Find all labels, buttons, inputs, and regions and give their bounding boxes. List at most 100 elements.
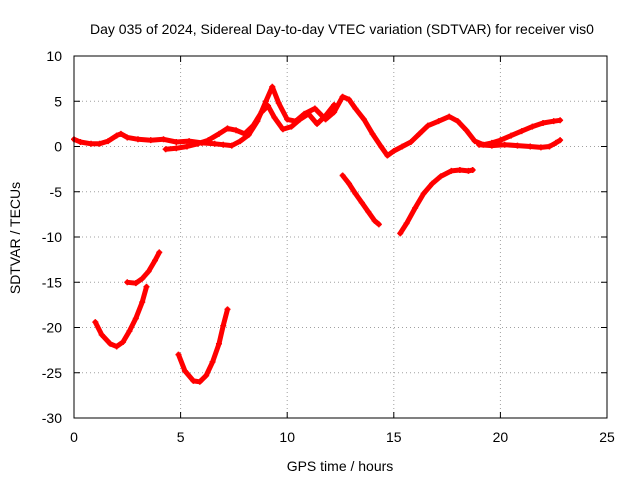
data-point bbox=[322, 112, 329, 119]
data-series bbox=[71, 83, 564, 385]
y-tick-label: -10 bbox=[42, 229, 62, 245]
data-point bbox=[339, 93, 346, 100]
data-point bbox=[557, 137, 564, 144]
data-point bbox=[508, 132, 515, 139]
y-tick-label: 0 bbox=[54, 139, 62, 155]
data-point bbox=[203, 372, 210, 379]
data-point bbox=[96, 140, 103, 147]
series-track-7 bbox=[92, 284, 149, 349]
data-point bbox=[183, 143, 190, 150]
data-point bbox=[537, 144, 544, 151]
data-point bbox=[269, 83, 276, 90]
data-point bbox=[173, 145, 180, 152]
data-point bbox=[550, 118, 557, 125]
series-track-4 bbox=[340, 173, 382, 227]
data-point bbox=[139, 299, 146, 306]
data-point bbox=[390, 148, 397, 155]
y-axis-label: SDTVAR / TECUs bbox=[7, 182, 23, 294]
data-point bbox=[416, 130, 423, 137]
data-point bbox=[352, 105, 359, 112]
data-point bbox=[173, 138, 180, 145]
data-point bbox=[77, 138, 84, 145]
data-point bbox=[471, 138, 478, 145]
data-point bbox=[412, 205, 419, 212]
data-point bbox=[132, 315, 139, 322]
data-point bbox=[346, 96, 353, 103]
data-point bbox=[113, 132, 120, 139]
data-point bbox=[190, 377, 197, 384]
y-tick-label: 5 bbox=[54, 93, 62, 109]
data-point bbox=[331, 109, 338, 116]
data-point bbox=[488, 142, 495, 149]
y-tick-label: -15 bbox=[42, 274, 62, 290]
data-point bbox=[540, 119, 547, 126]
data-point bbox=[120, 338, 127, 345]
data-point bbox=[358, 199, 365, 206]
data-point bbox=[265, 102, 272, 109]
data-point bbox=[360, 116, 367, 123]
data-point bbox=[215, 130, 222, 137]
data-point bbox=[546, 143, 553, 150]
data-point bbox=[181, 367, 188, 374]
data-point bbox=[397, 230, 404, 237]
data-point bbox=[126, 328, 133, 335]
data-point bbox=[527, 143, 534, 150]
data-point bbox=[98, 331, 105, 338]
x-tick-label: 15 bbox=[386, 429, 402, 445]
data-point bbox=[88, 140, 95, 147]
y-tick-label: -20 bbox=[42, 320, 62, 336]
data-point bbox=[250, 122, 257, 129]
data-point bbox=[105, 138, 112, 145]
data-point bbox=[132, 280, 139, 287]
data-point bbox=[296, 116, 303, 123]
data-point bbox=[339, 172, 346, 179]
data-point bbox=[224, 125, 231, 132]
data-point bbox=[371, 217, 378, 224]
data-point bbox=[156, 249, 163, 256]
data-point bbox=[139, 275, 146, 282]
data-point bbox=[215, 340, 222, 347]
x-tick-label: 20 bbox=[493, 429, 509, 445]
data-point bbox=[454, 118, 461, 125]
data-point bbox=[446, 113, 453, 120]
data-point bbox=[465, 167, 472, 174]
data-point bbox=[107, 340, 114, 347]
data-point bbox=[497, 137, 504, 144]
x-tick-label: 25 bbox=[599, 429, 615, 445]
data-point bbox=[346, 180, 353, 187]
data-point bbox=[145, 268, 152, 275]
axis-ticks: 0 5 10 15 20 25 -30 -25 -20 -15 -10 -5 0 5 10 bbox=[42, 48, 615, 445]
data-point bbox=[552, 139, 559, 146]
data-point bbox=[352, 190, 359, 197]
data-point bbox=[275, 100, 282, 107]
data-point bbox=[228, 142, 235, 149]
data-point bbox=[143, 283, 150, 290]
data-point bbox=[399, 143, 406, 150]
y-tick-label: 10 bbox=[46, 48, 62, 64]
data-point bbox=[369, 130, 376, 137]
data-point bbox=[113, 343, 120, 350]
data-point bbox=[529, 123, 536, 130]
y-tick-label: -30 bbox=[42, 410, 62, 426]
data-point bbox=[211, 140, 218, 147]
data-point bbox=[384, 152, 391, 159]
data-point bbox=[314, 120, 321, 127]
data-point bbox=[403, 220, 410, 227]
data-point bbox=[117, 130, 124, 137]
data-point bbox=[224, 306, 231, 313]
data-point bbox=[175, 351, 182, 358]
data-point bbox=[220, 141, 227, 148]
x-axis-label: GPS time / hours bbox=[287, 458, 394, 474]
data-point bbox=[186, 138, 193, 145]
data-point bbox=[284, 116, 291, 123]
plot-frame bbox=[73, 55, 608, 419]
series-track-5 bbox=[397, 167, 476, 236]
data-point bbox=[124, 279, 131, 286]
data-point bbox=[375, 221, 382, 228]
data-point bbox=[429, 180, 436, 187]
x-tick-label: 10 bbox=[279, 429, 295, 445]
data-point bbox=[501, 141, 508, 148]
data-point bbox=[134, 136, 141, 143]
data-point bbox=[469, 167, 476, 174]
